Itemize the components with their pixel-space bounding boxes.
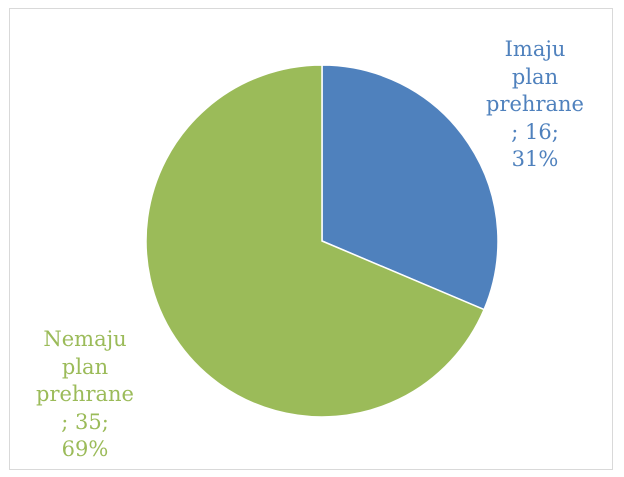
data-label-line: prehrane [486,92,584,116]
chart-area: Imaju plan prehrane ; 16; 31% Nemaju pla… [9,8,613,470]
data-label-line: 69% [61,437,109,461]
data-label-imaju-plan-prehrane: Imaju plan prehrane ; 16; 31% [480,36,590,174]
pie-slice-imaju-plan-prehrane [321,64,499,311]
data-label-line: Imaju [504,37,566,61]
data-label-line: plan [61,354,109,379]
data-label-line: Nemaju [43,327,127,351]
data-label-line: prehrane [36,382,134,406]
data-label-line: ; 16; [511,119,559,144]
data-label-line: plan [511,64,559,89]
data-label-nemaju-plan-prehrane: Nemaju plan prehrane ; 35; 69% [10,326,160,464]
data-label-line: ; 35; [61,409,109,434]
pie-chart [145,64,499,418]
data-label-line: 31% [511,147,559,171]
pie-slice-nemaju-plan-prehrane [145,64,486,418]
